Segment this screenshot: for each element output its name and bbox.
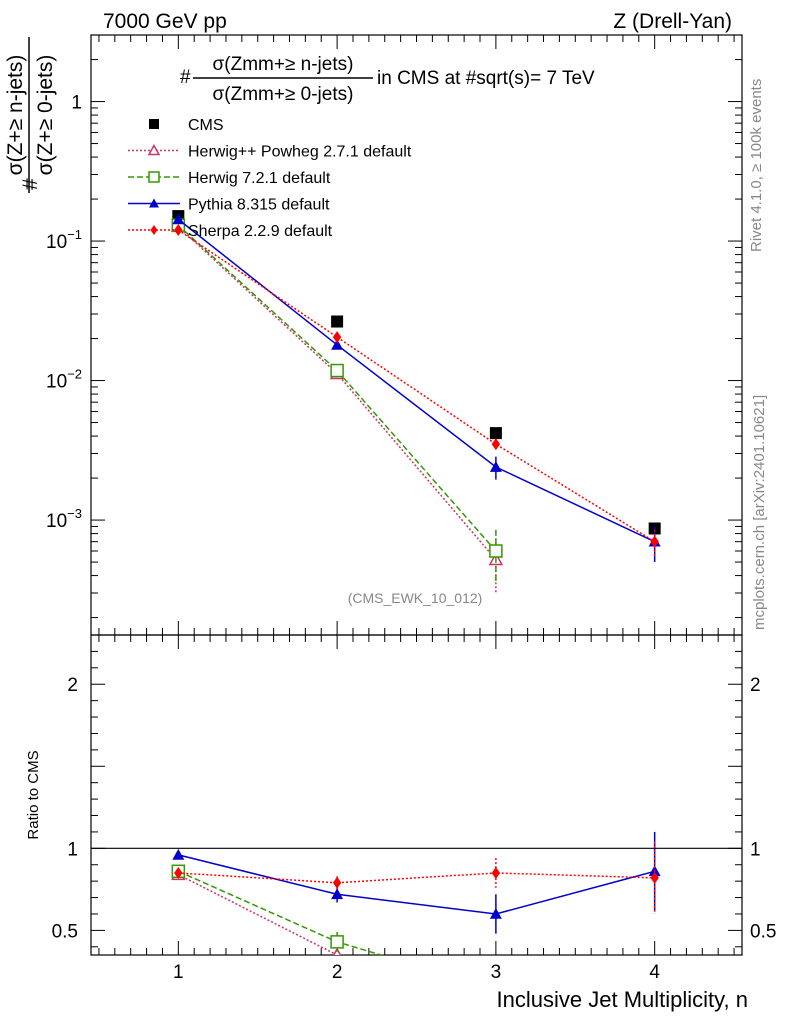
- ylabel-numerator: σ(Z+≥ n-jets): [4, 55, 27, 176]
- main-data-point: [174, 224, 183, 237]
- header-right: Z (Drell-Yan): [613, 10, 732, 33]
- legend-marker: [149, 119, 159, 129]
- ratio-panel-frame: [90, 634, 743, 956]
- legend-entry: CMS: [149, 117, 224, 134]
- ratio-data-point: [332, 947, 342, 955]
- ratio-data-point: [491, 866, 501, 879]
- main-data-point: [491, 438, 501, 451]
- ratio-series-line: [178, 854, 655, 915]
- ylabel-prefix: #: [19, 178, 42, 190]
- legend-marker: [148, 171, 160, 183]
- x-tick-labels: 1 2 3 4: [173, 962, 660, 983]
- tick-label-exponent: −1: [67, 227, 82, 242]
- ratio-y-tick-labels: 0.5 0.5 1 1 2 2: [52, 675, 777, 942]
- ratio-y-tick-label-left: 1: [67, 839, 78, 860]
- legend-marker: [149, 198, 159, 208]
- ratio-data-point: [489, 907, 502, 919]
- plot-title: # σ(Zmm+≥ n-jets) σ(Zmm+≥ 0-jets) in CMS…: [180, 54, 595, 105]
- main-series-herwig-7-2-1-default: [171, 218, 503, 584]
- main-series-line: [177, 218, 655, 543]
- ratio-data-point: [174, 866, 183, 879]
- legend: CMS Herwig++ Powheg 2.7.1 default Herwig 7…: [128, 117, 412, 240]
- main-data-point: [172, 213, 185, 225]
- main-y-tick-labels: 10−310−210−11: [46, 93, 82, 533]
- analysis-tag: (CMS_EWK_10_012): [348, 590, 483, 606]
- legend-entry: Herwig 7.2.1 default: [128, 170, 331, 187]
- main-series-herwig-powheg-2-7-1-default: [171, 219, 504, 594]
- title-suffix: in CMS at #sqrt(s)= 7 TeV: [377, 68, 595, 89]
- main-y-tick-label: 10−2: [46, 367, 82, 393]
- main-y-tick-label: 10−3: [46, 506, 82, 532]
- main-y-tick-label: 10−1: [46, 227, 82, 253]
- main-data-point: [331, 315, 344, 328]
- legend-entry: Sherpa 2.2.9 default: [128, 223, 333, 240]
- ratio-axis-ticks: [91, 634, 742, 948]
- ratio-series-pythia-8-315-default: [172, 831, 661, 934]
- x-tick-label: 4: [649, 962, 660, 983]
- ylabel-denominator: σ(Z+≥ 0-jets): [34, 55, 57, 176]
- legend-label: Herwig 7.2.1 default: [188, 170, 331, 187]
- x-tick-label: 2: [332, 962, 343, 983]
- mcplots-source-text: mcplots.cern.ch [arXiv:2401.10621]: [751, 395, 768, 630]
- x-tick-label: 3: [491, 962, 502, 983]
- legend-label: Pythia 8.315 default: [188, 197, 330, 214]
- ratio-series-line: [178, 872, 655, 884]
- ratio-data-point: [172, 848, 185, 860]
- main-series-cms: [172, 210, 661, 535]
- legend-marker: [147, 143, 161, 156]
- title-prefix: #: [180, 67, 191, 88]
- tick-label-exponent: −3: [67, 506, 82, 521]
- ratio-data-point: [650, 871, 659, 884]
- ratio-data-point: [330, 935, 344, 949]
- ratio-y-tick-label-left: 2: [67, 675, 78, 696]
- tick-label-base: 10: [46, 511, 67, 532]
- ratio-series-group: [171, 831, 661, 955]
- x-axis-label: Inclusive Jet Multiplicity, n: [497, 987, 748, 1012]
- legend-marker: [150, 225, 158, 235]
- main-data-point: [331, 338, 344, 350]
- rivet-version-text: Rivet 4.1.0, ≥ 100k events: [748, 79, 765, 252]
- main-axis-ticks: [91, 34, 742, 955]
- legend-entry: Herwig++ Powheg 2.7.1 default: [128, 144, 412, 161]
- main-series-pythia-8-315-default: [172, 213, 661, 563]
- legend-label: Herwig++ Powheg 2.7.1 default: [188, 144, 412, 161]
- main-series-line: [177, 229, 656, 543]
- ratio-data-point: [332, 876, 342, 889]
- main-data-point: [330, 363, 344, 378]
- main-data-point: [489, 461, 502, 472]
- main-series-sherpa-2-2-9-default: [174, 224, 659, 557]
- main-series-line: [177, 226, 497, 561]
- ratio-data-point: [331, 888, 344, 900]
- ratio-y-tick-label-right: 1: [750, 839, 761, 860]
- ratio-y-label: Ratio to CMS: [25, 750, 42, 839]
- legend-entry: Pythia 8.315 default: [128, 197, 330, 214]
- tick-label-base: 10: [46, 232, 67, 253]
- legend-label: CMS: [188, 117, 224, 134]
- y-axis-label: # σ(Z+≥ n-jets) σ(Z+≥ 0-jets): [4, 37, 57, 193]
- tick-label-exponent: −2: [67, 367, 82, 382]
- tick-label-base: 10: [46, 372, 67, 393]
- title-numerator: σ(Zmm+≥ n-jets): [213, 54, 354, 75]
- main-y-tick-label: 1: [71, 93, 82, 114]
- ratio-y-tick-label-right: 2: [750, 675, 761, 696]
- main-series-line: [177, 224, 497, 552]
- legend-label: Sherpa 2.2.9 default: [188, 223, 333, 240]
- header-left: 7000 GeV pp: [103, 10, 227, 33]
- ratio-series-sherpa-2-2-9-default: [174, 841, 659, 914]
- ratio-y-tick-label-left: 0.5: [52, 921, 78, 942]
- ratio-y-tick-label-right: 0.5: [750, 921, 776, 942]
- main-data-point: [489, 544, 503, 558]
- main-data-point: [489, 427, 502, 440]
- main-data-point: [332, 331, 342, 344]
- title-denominator: σ(Zmm+≥ 0-jets): [213, 84, 354, 105]
- x-tick-label: 1: [173, 962, 184, 983]
- main-series-group: [171, 210, 661, 594]
- main-data-point: [650, 535, 659, 548]
